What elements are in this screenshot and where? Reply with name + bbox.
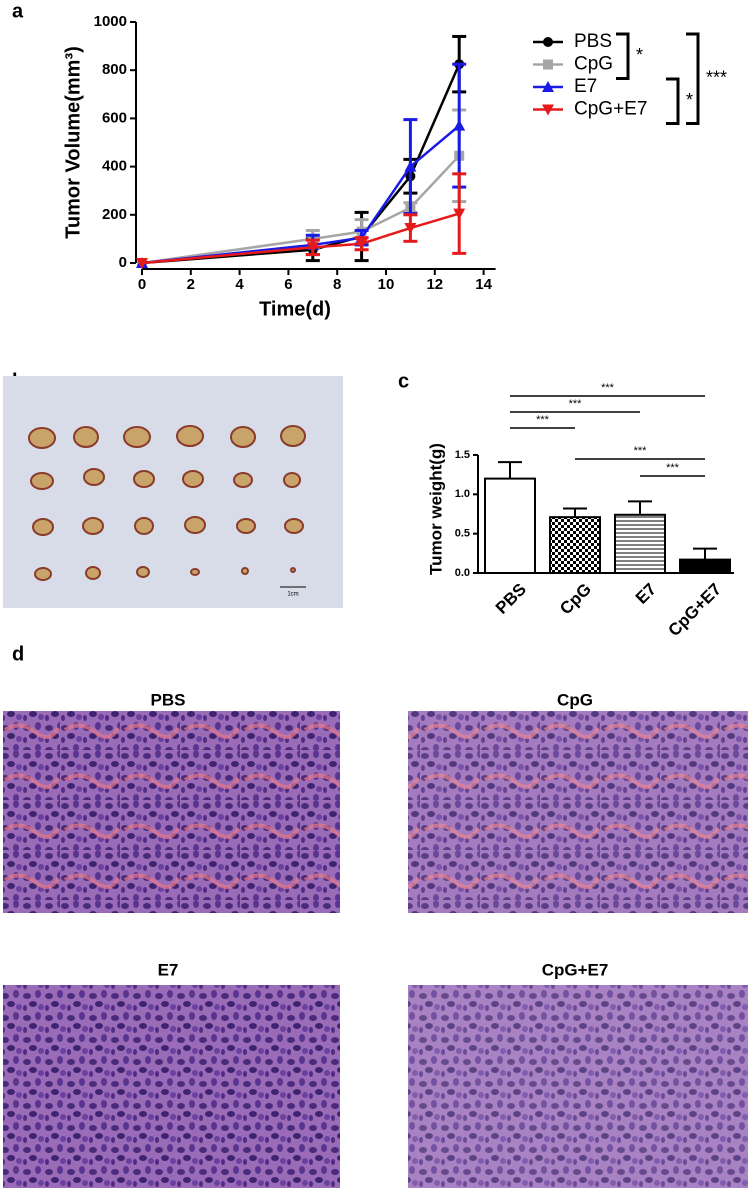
y-tick-label: 400 bbox=[102, 158, 127, 175]
y-tick-label: 600 bbox=[102, 109, 127, 126]
y-tick-label: 1000 bbox=[94, 13, 127, 30]
y-tick-label: 800 bbox=[102, 61, 127, 78]
x-tick-label: 10 bbox=[378, 276, 395, 293]
legend-label: CpG+E7 bbox=[574, 99, 647, 120]
x-tick-label: CpG bbox=[556, 580, 595, 619]
significance-bracket bbox=[686, 32, 700, 125]
panel-label: c bbox=[398, 370, 409, 392]
significance-label: *** bbox=[569, 398, 583, 410]
photo-background bbox=[3, 376, 343, 608]
y-tick-label: 0.5 bbox=[455, 528, 470, 540]
significance-bracket bbox=[666, 77, 680, 125]
x-tick-label: 8 bbox=[333, 276, 341, 293]
histology-image bbox=[3, 711, 340, 913]
legend-label: E7 bbox=[574, 76, 597, 97]
histology-image bbox=[3, 985, 340, 1188]
significance-label: *** bbox=[536, 414, 550, 426]
significance-label: *** bbox=[601, 382, 615, 394]
x-tick-label: CpG+E7 bbox=[664, 580, 725, 641]
panel-label: a bbox=[12, 0, 24, 22]
significance-bracket bbox=[616, 32, 630, 80]
bar bbox=[614, 513, 666, 575]
legend-label: PBS bbox=[574, 31, 612, 52]
x-tick-label: 0 bbox=[138, 276, 146, 293]
marker bbox=[542, 104, 554, 116]
marker bbox=[542, 81, 554, 92]
bar bbox=[549, 516, 601, 574]
panel-label: d bbox=[12, 643, 24, 665]
marker bbox=[453, 119, 466, 131]
y-tick-label: 1.5 bbox=[455, 449, 470, 461]
histology-image bbox=[408, 985, 748, 1188]
x-tick-label: 12 bbox=[426, 276, 443, 293]
histology-title: CpG+E7 bbox=[542, 960, 609, 979]
tumor-photo: 1cm bbox=[3, 376, 343, 608]
marker bbox=[543, 37, 553, 47]
significance-label: *** bbox=[666, 462, 680, 474]
x-axis-label: Time(d) bbox=[259, 298, 331, 320]
y-tick-label: 1.0 bbox=[455, 488, 470, 500]
marker bbox=[543, 59, 553, 70]
y-axis-label: Tumor Volume(mm³) bbox=[62, 46, 84, 239]
scale-label: 1cm bbox=[287, 592, 298, 598]
y-axis-label: Tumor weight(g) bbox=[426, 443, 445, 575]
histology-title: CpG bbox=[557, 690, 593, 709]
y-tick-label: 0 bbox=[119, 254, 127, 271]
marker bbox=[355, 238, 368, 250]
x-tick-label: E7 bbox=[632, 580, 660, 608]
y-tick-label: 200 bbox=[102, 206, 127, 223]
legend-label: CpG bbox=[574, 54, 613, 75]
histology-title: E7 bbox=[158, 960, 179, 979]
x-tick-label: 6 bbox=[284, 276, 292, 293]
y-tick-label: 0.0 bbox=[455, 567, 470, 579]
bar bbox=[679, 558, 731, 574]
significance-label: * bbox=[686, 90, 693, 110]
significance-label: *** bbox=[634, 445, 648, 457]
x-tick-label: PBS bbox=[492, 580, 530, 618]
histology-image bbox=[408, 711, 748, 913]
marker bbox=[306, 242, 319, 254]
marker bbox=[404, 160, 417, 172]
histology-title: PBS bbox=[151, 690, 186, 709]
x-tick-label: 4 bbox=[235, 276, 244, 293]
significance-label: *** bbox=[706, 68, 727, 88]
x-tick-label: 14 bbox=[475, 276, 492, 293]
bar bbox=[484, 477, 536, 575]
marker bbox=[453, 208, 466, 220]
significance-label: * bbox=[636, 45, 643, 65]
marker bbox=[404, 223, 417, 235]
marker bbox=[136, 258, 148, 269]
x-tick-label: 2 bbox=[187, 276, 195, 293]
